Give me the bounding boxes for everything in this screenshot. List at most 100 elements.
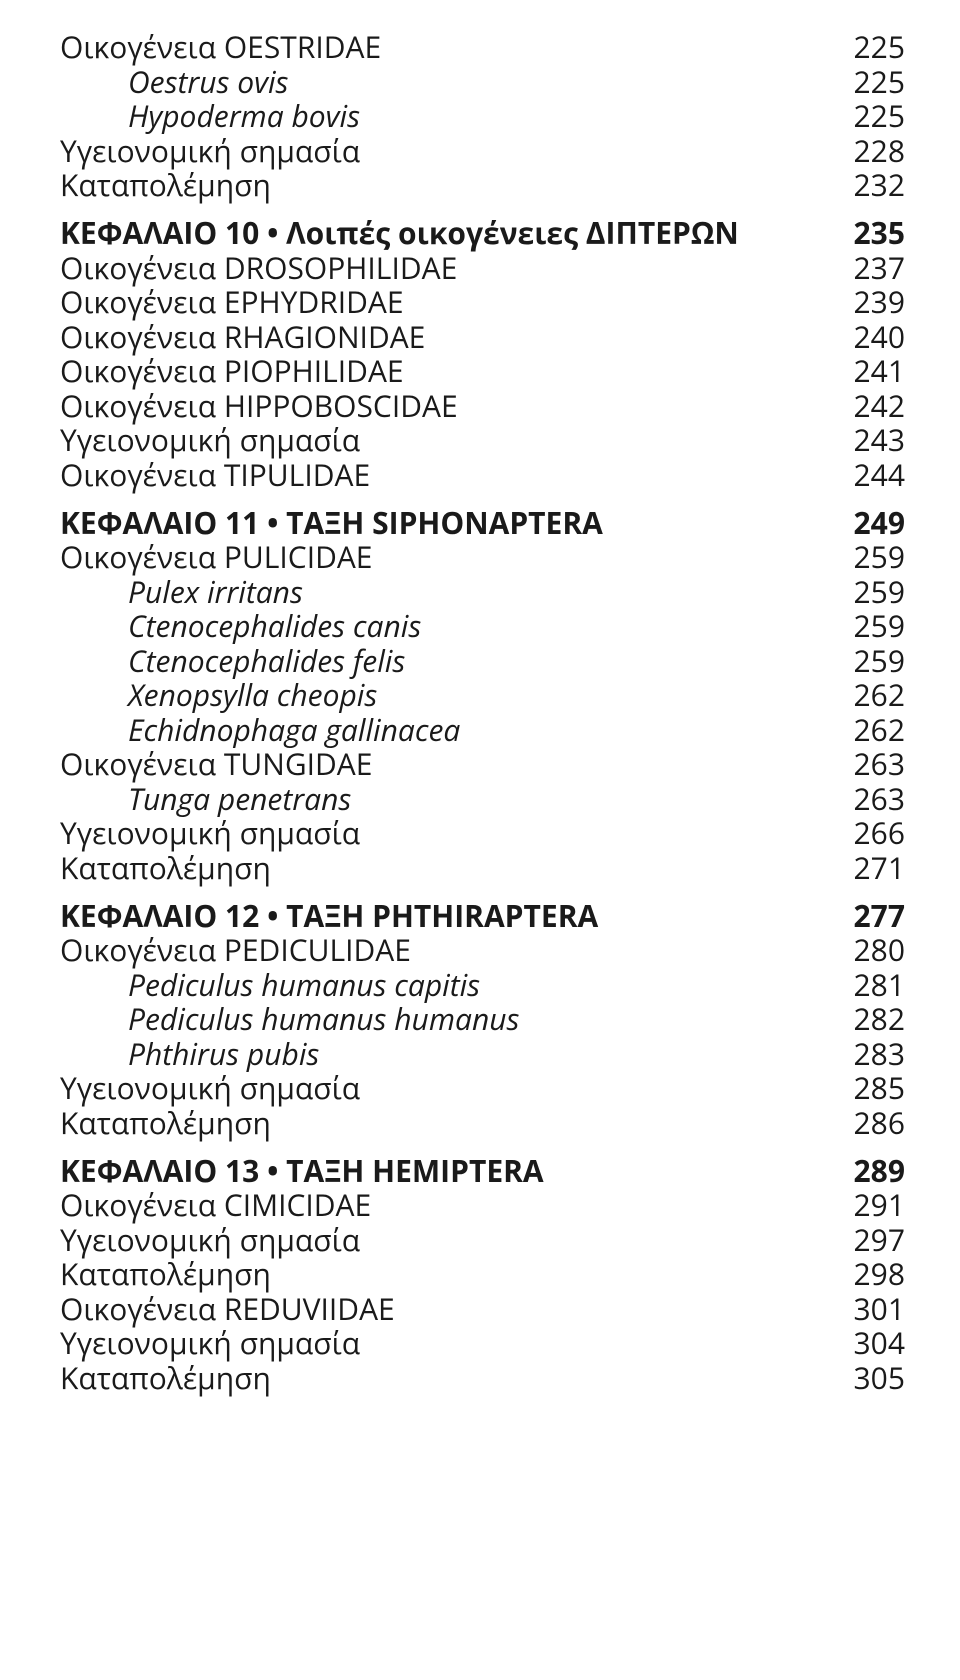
toc-page-number: 232 — [835, 170, 905, 200]
toc-label: ΚΕΦΑΛΑΙΟ 10 • Λοιπές οικογένειες ΔΙΠΤΕΡΩ… — [60, 218, 739, 248]
toc-label: ΚΕΦΑΛΑΙΟ 13 • TAΞΗ HEMIPTERA — [60, 1156, 544, 1186]
toc-page-number: 283 — [835, 1039, 905, 1069]
toc-page-number: 243 — [835, 425, 905, 455]
toc-row: Υγειονομική σημασία 285 — [60, 1073, 905, 1103]
toc-label: Καταπολέμηση — [60, 1259, 271, 1289]
toc-row: Οικογένεια RHAGIONIDAE 240 — [60, 322, 905, 352]
toc-row: Ctenocephalides canis259 — [60, 611, 905, 641]
toc-row: ΚΕΦΑΛΑΙΟ 11 • TAΞΗ SIPHONAPTERA 249 — [60, 508, 905, 538]
toc-label: Οικογένεια TIPULIDAE — [60, 460, 370, 490]
toc-row: Οικογένεια DROSOPHILIDAE 237 — [60, 253, 905, 283]
toc-row: Pediculus humanus capitis 281 — [60, 970, 905, 1000]
toc-row: Υγειονομική σημασία 266 — [60, 818, 905, 848]
toc-row: Pulex irritans 259 — [60, 577, 905, 607]
toc-page-number: 241 — [835, 356, 905, 386]
toc-page-number: 259 — [835, 577, 905, 607]
toc-row: Καταπολέμηση 286 — [60, 1108, 905, 1138]
toc-page-number: 301 — [835, 1294, 905, 1324]
toc-row: Υγειονομική σημασία 304 — [60, 1328, 905, 1358]
toc-page-number: 266 — [835, 818, 905, 848]
toc-label: Οικογένεια TUNGIDAE — [60, 749, 372, 779]
toc-label: Υγειονομική σημασία — [60, 818, 360, 848]
toc-row: Pediculus humanus humanus282 — [60, 1004, 905, 1034]
toc-row: Καταπολέμηση 298 — [60, 1259, 905, 1289]
toc-row: Οικογένεια CIMICIDAE 291 — [60, 1190, 905, 1220]
toc-row: Echidnophaga gallinacea 262 — [60, 715, 905, 745]
toc-label: Καταπολέμηση — [60, 1363, 271, 1393]
toc-row: Ctenocephalides felis 259 — [60, 646, 905, 676]
toc-label: Xenopsylla cheopis — [60, 680, 377, 710]
toc-label: Οικογένεια REDUVIIDAE — [60, 1294, 395, 1324]
toc-label: Οικογένεια CIMICIDAE — [60, 1190, 371, 1220]
toc-row: Οικογένεια PULICIDAE 259 — [60, 542, 905, 572]
toc-row: Υγειονομική σημασία228 — [60, 136, 905, 166]
toc-page-number: 228 — [835, 136, 905, 166]
toc-label: Hypoderma bovis — [60, 101, 360, 131]
toc-label: Tunga penetrans — [60, 784, 351, 814]
toc-page-number: 282 — [835, 1004, 905, 1034]
toc-label: Pediculus humanus capitis — [60, 970, 480, 1000]
toc-label: Υγειονομική σημασία — [60, 1073, 360, 1103]
toc-label: Καταπολέμηση — [60, 853, 271, 883]
toc-page-number: 281 — [835, 970, 905, 1000]
toc-row: Οικογένεια PIOPHILIDAE 241 — [60, 356, 905, 386]
toc-row: Tunga penetrans 263 — [60, 784, 905, 814]
toc-page-number: 240 — [835, 322, 905, 352]
toc-row: Καταπολέμηση 305 — [60, 1363, 905, 1393]
toc-page-number: 286 — [835, 1108, 905, 1138]
toc-label: Καταπολέμηση — [60, 170, 271, 200]
toc-page-number: 263 — [835, 784, 905, 814]
toc-page-number: 297 — [835, 1225, 905, 1255]
toc-row: Οικογένεια TIPULIDAE 244 — [60, 460, 905, 490]
toc-page-number: 305 — [835, 1363, 905, 1393]
toc-page-number: 259 — [835, 542, 905, 572]
toc-label: Οικογένεια HIPPOBOSCIDAE — [60, 391, 458, 421]
toc-row: Hypoderma bovis 225 — [60, 101, 905, 131]
toc-page-number: 259 — [835, 646, 905, 676]
toc-row: Καταπολέμηση 232 — [60, 170, 905, 200]
toc-page-number: 249 — [835, 508, 905, 538]
toc-row: Οικογένεια OESTRIDAE 225 — [60, 32, 905, 62]
toc-label: Υγειονομική σημασία — [60, 1225, 360, 1255]
toc-row: Οικογένεια EPHYDRIDAE 239 — [60, 287, 905, 317]
toc-page-number: 304 — [835, 1328, 905, 1358]
toc-page-number: 271 — [835, 853, 905, 883]
toc-page-number: 225 — [835, 32, 905, 62]
toc-label: Οικογένεια PEDICULIDAE — [60, 935, 411, 965]
toc-row: Οικογένεια TUNGIDAE263 — [60, 749, 905, 779]
toc-label: Phthirus pubis — [60, 1039, 319, 1069]
toc-page-number: 237 — [835, 253, 905, 283]
toc-page-number: 225 — [835, 67, 905, 97]
toc-label: ΚΕΦΑΛΑΙΟ 12 • TAΞΗ PHTHIRAPTERA — [60, 901, 598, 931]
toc-row: ΚΕΦΑΛΑΙΟ 10 • Λοιπές οικογένειες ΔΙΠΤΕΡΩ… — [60, 218, 905, 248]
toc-page-number: 262 — [835, 715, 905, 745]
toc-page-number: 280 — [835, 935, 905, 965]
toc-label: Οικογένεια PIOPHILIDAE — [60, 356, 404, 386]
toc-label: Oestrus ovis — [60, 67, 288, 97]
toc-label: Οικογένεια OESTRIDAE — [60, 32, 381, 62]
toc-label: ΚΕΦΑΛΑΙΟ 11 • TAΞΗ SIPHONAPTERA — [60, 508, 603, 538]
toc-row: Υγειονομική σημασία 297 — [60, 1225, 905, 1255]
toc-label: Οικογένεια RHAGIONIDAE — [60, 322, 425, 352]
toc-row: Οικογένεια PEDICULIDAE 280 — [60, 935, 905, 965]
toc-row: Καταπολέμηση 271 — [60, 853, 905, 883]
toc-page-number: 239 — [835, 287, 905, 317]
toc-label: Υγειονομική σημασία — [60, 1328, 360, 1358]
toc-label: Οικογένεια EPHYDRIDAE — [60, 287, 404, 317]
toc-page-number: 259 — [835, 611, 905, 641]
toc-page-number: 225 — [835, 101, 905, 131]
toc-page-number: 291 — [835, 1190, 905, 1220]
toc-page-number: 235 — [835, 218, 905, 248]
toc-page-number: 262 — [835, 680, 905, 710]
toc-label: Οικογένεια DROSOPHILIDAE — [60, 253, 457, 283]
toc-label: Echidnophaga gallinacea — [60, 715, 460, 745]
toc-label: Ctenocephalides felis — [60, 646, 405, 676]
toc-page-number: 285 — [835, 1073, 905, 1103]
toc-page-number: 298 — [835, 1259, 905, 1289]
toc-label: Pulex irritans — [60, 577, 303, 607]
toc-row: Xenopsylla cheopis 262 — [60, 680, 905, 710]
toc-page-number: 244 — [835, 460, 905, 490]
toc-label: Καταπολέμηση — [60, 1108, 271, 1138]
toc-row: Phthirus pubis 283 — [60, 1039, 905, 1069]
toc-label: Οικογένεια PULICIDAE — [60, 542, 372, 572]
